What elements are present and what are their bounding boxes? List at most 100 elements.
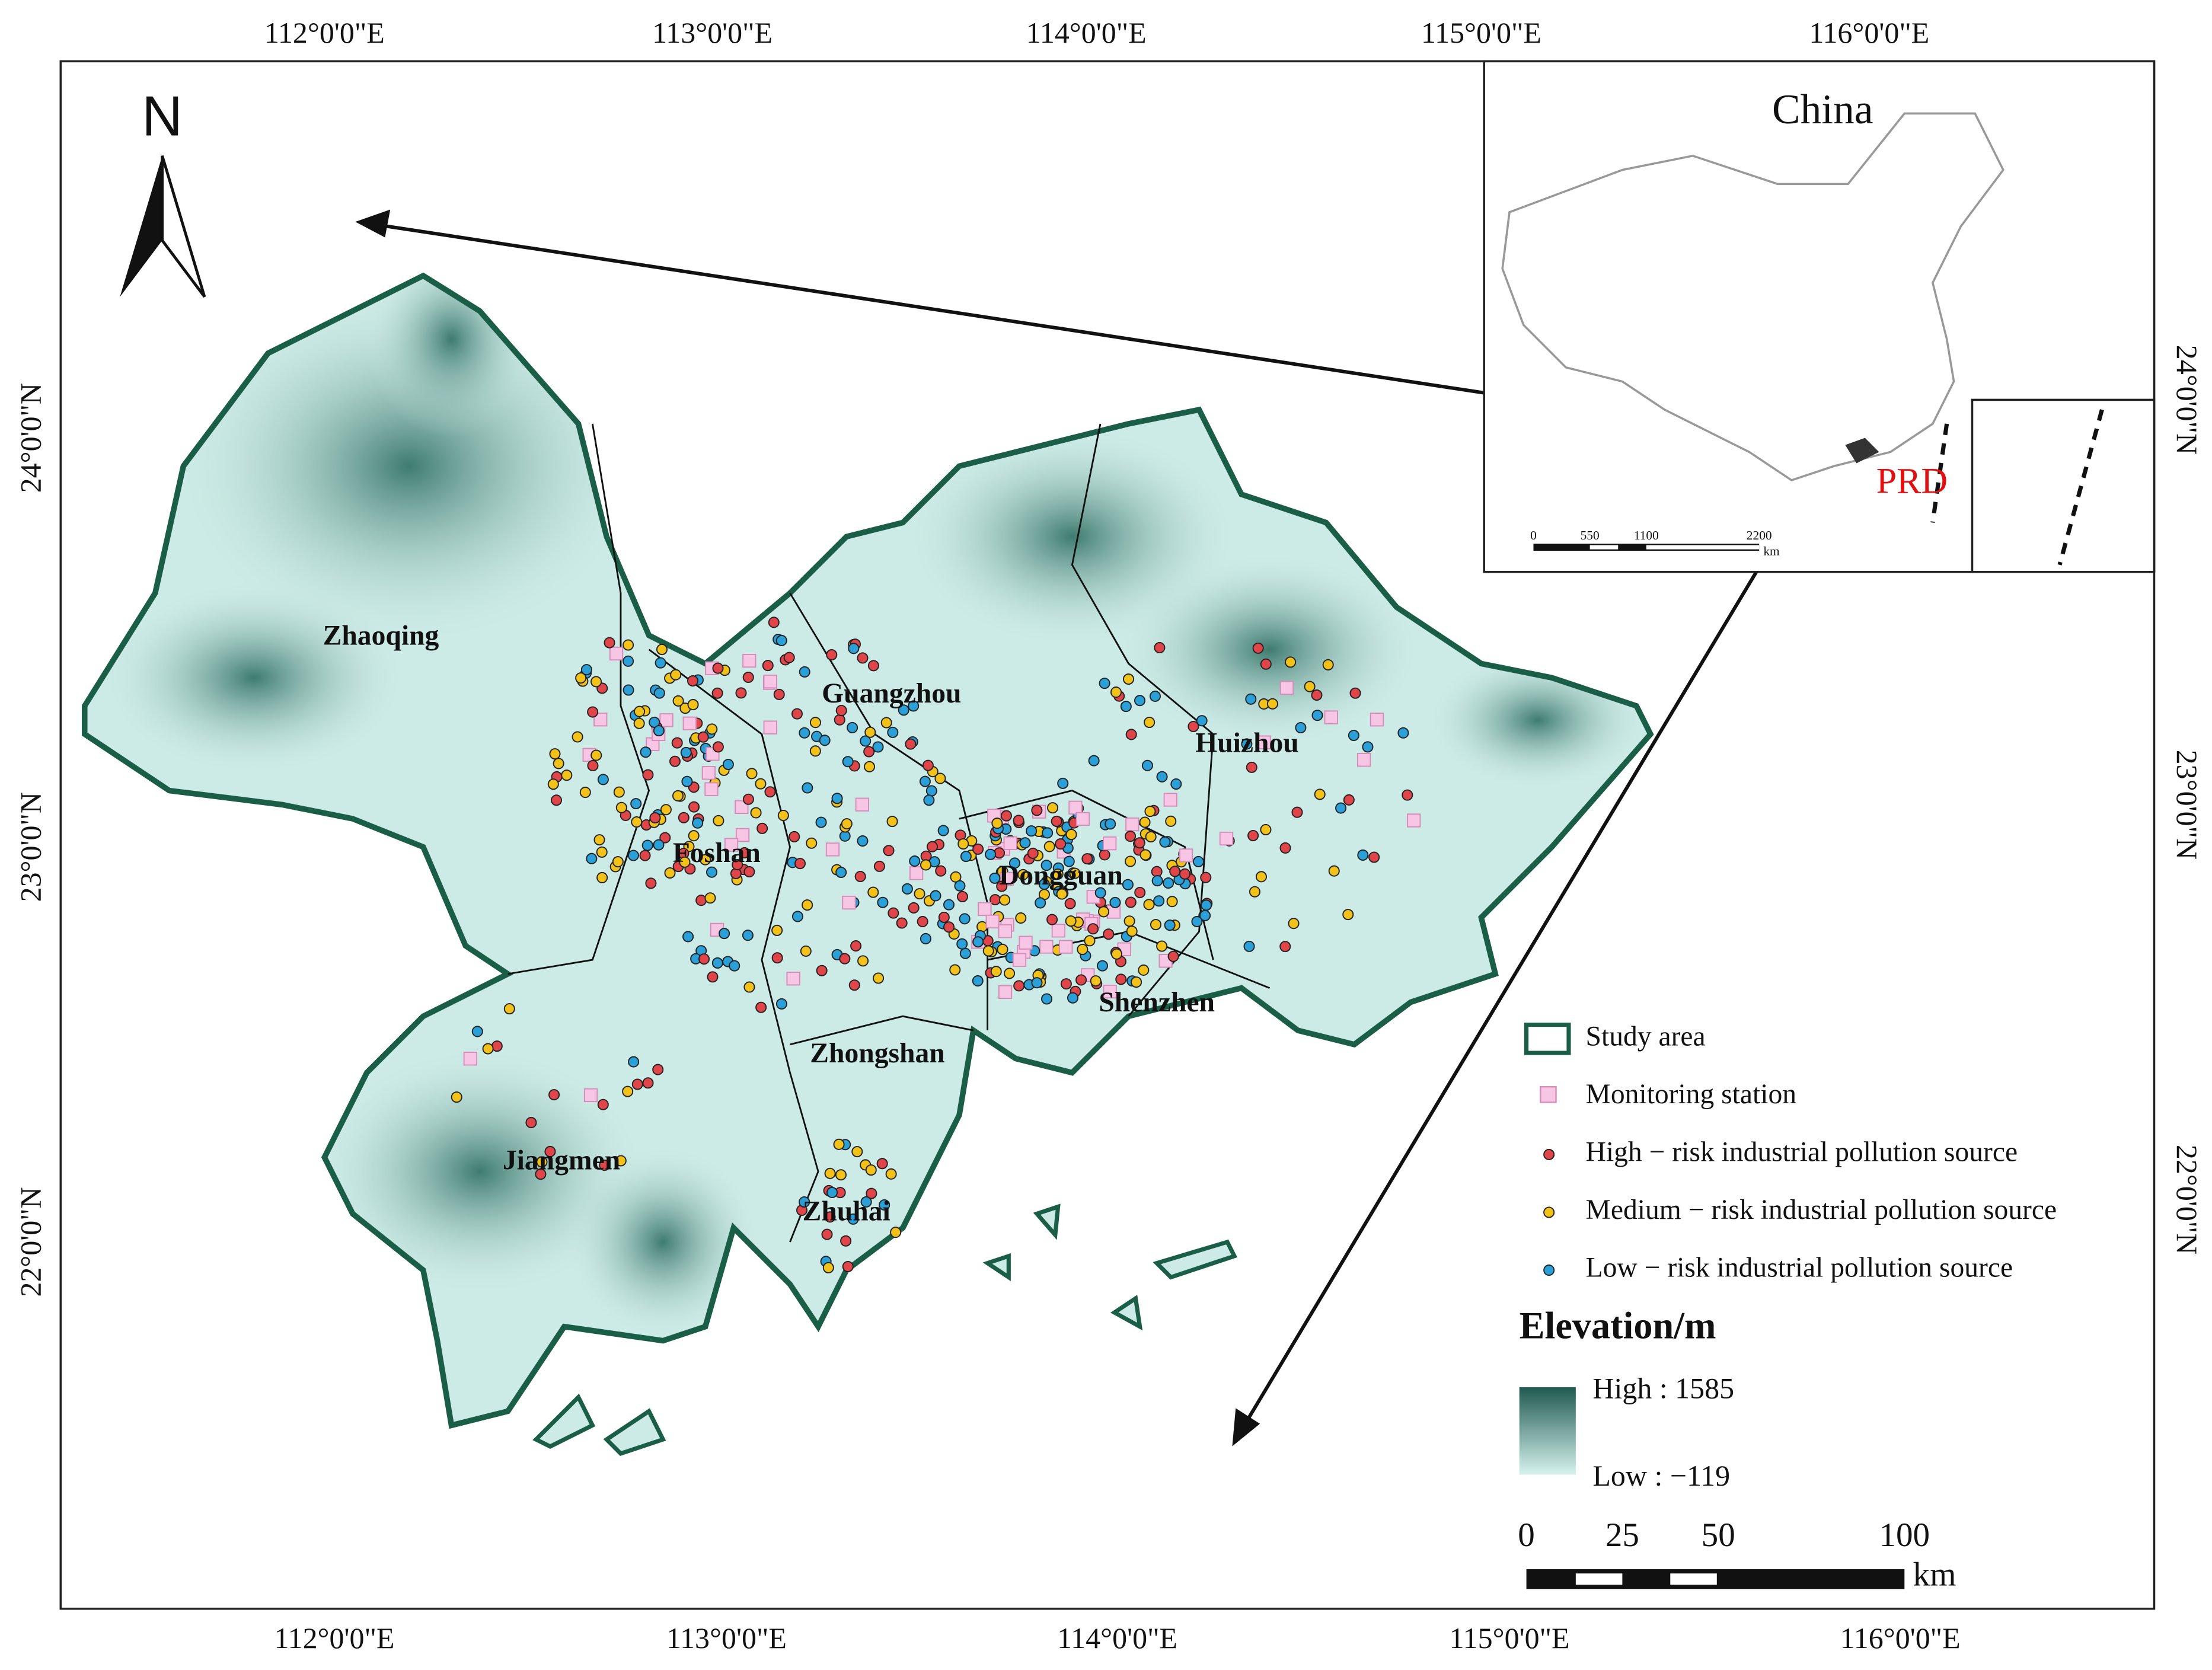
- pollution-source: [1125, 831, 1137, 842]
- pollution-source: [1094, 887, 1106, 899]
- pollution-source: [775, 634, 787, 646]
- pollution-source: [1060, 978, 1072, 990]
- pollution-source: [960, 851, 972, 863]
- pollution-source: [681, 775, 693, 787]
- pollution-source: [1067, 992, 1078, 1004]
- city-label: Zhaoqing: [323, 620, 439, 651]
- pollution-source: [1139, 849, 1151, 861]
- pollution-source: [1063, 855, 1075, 867]
- pollution-source: [1150, 919, 1161, 931]
- pollution-source: [972, 975, 984, 987]
- pollution-source: [1004, 967, 1016, 979]
- pollution-source: [880, 717, 892, 729]
- pollution-source: [1368, 851, 1380, 863]
- pollution-source: [1103, 928, 1115, 940]
- pollution-source: [653, 839, 665, 851]
- north-arrow: [161, 155, 206, 298]
- lon-label: 115°0'0"E: [1450, 1621, 1570, 1655]
- pollution-source: [901, 883, 913, 895]
- pollution-source: [1291, 806, 1303, 818]
- monitoring-station: [583, 1088, 598, 1103]
- pollution-source: [688, 830, 700, 842]
- pollution-source: [1266, 698, 1278, 710]
- pollution-source: [711, 957, 723, 969]
- lon-label: 113°0'0"E: [666, 1621, 787, 1655]
- pollution-source: [628, 1056, 640, 1068]
- pollution-source: [1199, 909, 1211, 921]
- pollution-source: [580, 664, 592, 676]
- pollution-source: [593, 834, 605, 846]
- pollution-source: [641, 839, 653, 851]
- pollution-source: [697, 731, 709, 743]
- pollution-source: [1019, 837, 1031, 849]
- pollution-source: [482, 1043, 494, 1055]
- monitoring-station: [825, 842, 840, 857]
- pollution-source: [670, 669, 682, 681]
- pollution-source: [834, 714, 845, 726]
- pollution-source: [535, 1168, 547, 1180]
- pollution-source: [680, 746, 692, 758]
- pollution-source: [888, 907, 899, 919]
- pollution-source: [854, 870, 866, 882]
- pollution-source: [451, 1091, 462, 1103]
- pollution-source: [1098, 906, 1110, 918]
- pollution-source: [1051, 815, 1062, 827]
- pollution-source: [783, 652, 795, 663]
- pollution-source: [934, 772, 946, 784]
- pollution-source: [920, 859, 932, 871]
- pollution-source: [867, 886, 879, 898]
- pollution-source: [713, 815, 724, 826]
- pollution-source: [1040, 860, 1052, 871]
- pollution-source: [923, 794, 935, 806]
- pollution-source: [863, 746, 875, 758]
- pollution-source: [1279, 941, 1291, 953]
- pollution-source: [712, 662, 724, 674]
- monitoring-station: [735, 800, 749, 815]
- monitoring-station: [1406, 813, 1421, 828]
- pollution-source: [826, 1186, 838, 1198]
- pollution-source: [687, 675, 698, 687]
- pollution-source: [1027, 847, 1039, 859]
- pollution-source: [1167, 950, 1179, 962]
- monitoring-station: [978, 902, 992, 917]
- pollution-source: [877, 896, 889, 908]
- pollution-source: [1065, 915, 1077, 927]
- pollution-source: [1064, 898, 1076, 909]
- monitoring-station: [593, 713, 608, 727]
- pollution-source: [865, 1164, 877, 1176]
- legend-symbol: [1540, 1086, 1557, 1103]
- lon-label: 112°0'0"E: [264, 16, 385, 49]
- pollution-source: [775, 998, 787, 1010]
- scale-label: 25: [1605, 1516, 1639, 1554]
- pollution-source: [1056, 888, 1068, 900]
- pollution-source: [822, 1262, 834, 1273]
- pollution-source: [1031, 804, 1043, 816]
- city-label: Zhongshan: [810, 1038, 944, 1069]
- pollution-source: [764, 786, 776, 798]
- legend-label: Low − risk industrial pollution source: [1586, 1252, 2013, 1283]
- pollution-source: [692, 817, 704, 829]
- pollution-source: [664, 867, 676, 879]
- pollution-source: [1055, 838, 1067, 850]
- pollution-source: [1169, 866, 1181, 877]
- pollution-source: [886, 816, 898, 828]
- lat-label: 23°0'0"N: [14, 792, 47, 902]
- pollution-source: [909, 855, 921, 867]
- pollution-source: [991, 818, 1003, 829]
- pollution-source: [1125, 729, 1137, 740]
- scale-unit: km: [1913, 1556, 1956, 1593]
- pollution-source: [1125, 855, 1137, 867]
- pollution-source: [596, 871, 608, 883]
- pollution-source: [640, 746, 652, 758]
- inset-title: China: [1772, 86, 1873, 133]
- pollution-source: [1322, 659, 1334, 670]
- pollution-source: [735, 687, 747, 699]
- monitoring-station: [985, 914, 1000, 929]
- pollution-source: [1081, 853, 1093, 865]
- pollution-source: [1247, 829, 1259, 842]
- pollution-source: [687, 699, 699, 711]
- pollution-source: [802, 899, 813, 911]
- pollution-source: [809, 745, 821, 757]
- pollution-source: [1191, 916, 1203, 928]
- legend-symbol: [1524, 1022, 1571, 1055]
